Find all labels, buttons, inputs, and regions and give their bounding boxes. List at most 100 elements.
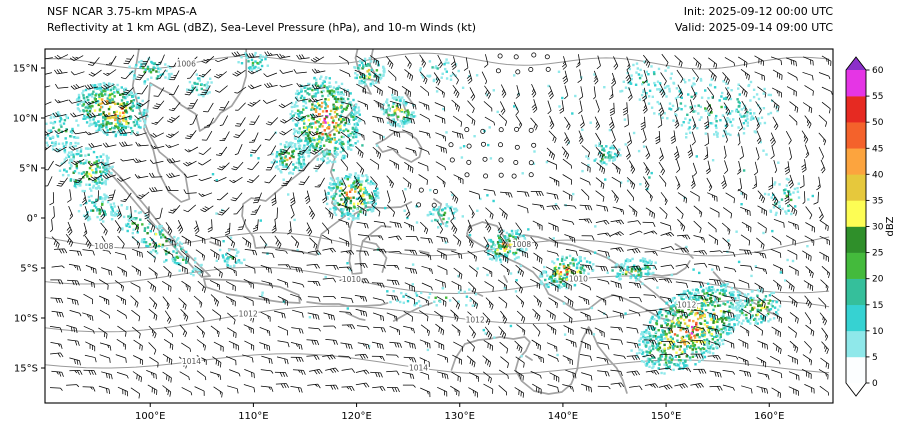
plot-subtitle: Reflectivity at 1 km AGL (dBZ), Sea-Leve… bbox=[47, 21, 477, 34]
wind-barb bbox=[149, 172, 163, 178]
wind-barb bbox=[277, 325, 289, 336]
wind-barb bbox=[564, 116, 571, 130]
wind-barb bbox=[677, 84, 684, 99]
colorbar-ticks: 0 5 10 15 20 25 30 35 40 45 50 55 60 bbox=[866, 66, 884, 389]
isobar-line bbox=[45, 299, 830, 333]
wind-barb bbox=[194, 265, 204, 277]
wind-barb bbox=[596, 356, 609, 365]
wind-barb bbox=[483, 340, 494, 351]
wind-barb bbox=[453, 267, 463, 280]
colorbar-segment bbox=[846, 356, 866, 384]
wind-barb bbox=[310, 56, 325, 63]
wind-barb bbox=[786, 235, 796, 246]
wind-barb bbox=[355, 382, 370, 388]
wind-barb bbox=[548, 281, 559, 292]
wind-barb bbox=[355, 369, 370, 375]
wind-barb bbox=[148, 342, 157, 355]
wind-barb bbox=[771, 87, 782, 98]
x-tick-label: 130°E bbox=[445, 411, 475, 422]
calm-wind-circle bbox=[511, 173, 517, 179]
calm-wind-circle bbox=[449, 157, 455, 163]
wind-barb bbox=[466, 70, 473, 84]
wind-barb bbox=[675, 206, 684, 219]
wind-barb bbox=[579, 114, 585, 129]
wind-barb bbox=[117, 115, 131, 120]
wind-barb bbox=[226, 235, 235, 248]
wind-barb bbox=[209, 280, 220, 290]
wind-barb bbox=[184, 146, 199, 153]
wind-barb bbox=[235, 117, 246, 127]
wind-barb bbox=[353, 131, 365, 141]
wind-barb bbox=[804, 144, 810, 159]
wind-barb bbox=[643, 54, 651, 68]
wind-barb bbox=[754, 282, 764, 294]
wind-barb bbox=[530, 236, 538, 250]
wind-barb bbox=[83, 325, 95, 334]
wind-barb bbox=[65, 233, 74, 247]
wind-barb bbox=[722, 72, 730, 85]
wind-barb bbox=[82, 249, 95, 256]
wind-barb bbox=[821, 266, 831, 279]
wind-barb bbox=[260, 369, 274, 374]
calm-wind-circle bbox=[495, 68, 501, 74]
wind-barb bbox=[229, 369, 241, 377]
wind-barb bbox=[420, 387, 431, 398]
wind-barb bbox=[213, 386, 223, 398]
wind-barb bbox=[183, 173, 198, 178]
wind-barb bbox=[198, 177, 212, 182]
wind-barb bbox=[516, 310, 526, 323]
wind-barb bbox=[500, 356, 509, 368]
wind-barb bbox=[73, 174, 86, 184]
calm-wind-circle bbox=[514, 144, 520, 150]
wind-barb bbox=[210, 325, 220, 337]
wind-barb bbox=[578, 86, 584, 100]
wind-barb bbox=[246, 52, 260, 59]
wind-barb bbox=[232, 69, 246, 77]
wind-barb bbox=[707, 327, 720, 335]
wind-barb bbox=[677, 326, 690, 334]
wind-barb bbox=[101, 267, 113, 276]
wind-barb bbox=[738, 279, 750, 289]
wind-barb bbox=[187, 69, 197, 79]
wind-barb bbox=[723, 129, 728, 143]
calm-wind-circle bbox=[416, 202, 422, 208]
wind-barb bbox=[645, 188, 653, 202]
wind-barb bbox=[753, 161, 759, 176]
pressure-label: 1014 bbox=[182, 357, 201, 366]
wind-barb bbox=[577, 69, 582, 83]
wind-barb bbox=[325, 264, 339, 270]
wind-barb bbox=[514, 387, 524, 398]
wind-barb bbox=[546, 342, 558, 352]
wind-barb bbox=[467, 219, 473, 234]
wind-barb bbox=[435, 144, 447, 154]
wind-barb bbox=[660, 72, 667, 86]
wind-barb bbox=[463, 57, 469, 71]
wind-barb bbox=[385, 354, 399, 358]
coastline-lesser-sunda bbox=[306, 301, 389, 307]
wind-barb bbox=[451, 280, 462, 291]
wind-barb bbox=[69, 55, 84, 62]
wind-barb bbox=[215, 57, 229, 63]
wind-barb bbox=[644, 265, 657, 271]
wind-barb bbox=[230, 192, 243, 202]
wind-barb bbox=[787, 249, 798, 260]
wind-barb bbox=[532, 383, 542, 395]
wind-barb bbox=[721, 175, 727, 189]
wind-barb bbox=[371, 341, 384, 350]
wind-barb bbox=[706, 177, 713, 192]
wind-barb bbox=[353, 175, 360, 190]
wind-barb bbox=[533, 252, 543, 264]
wind-barb bbox=[499, 235, 507, 249]
wind-barb bbox=[465, 235, 474, 248]
wind-barb bbox=[820, 357, 830, 369]
wind-barb bbox=[770, 248, 782, 258]
wind-barb bbox=[755, 147, 760, 161]
wind-barb bbox=[198, 192, 213, 197]
wind-barb bbox=[784, 191, 790, 205]
wind-barb bbox=[389, 100, 402, 109]
wind-barb bbox=[83, 206, 89, 220]
wind-barb bbox=[642, 324, 656, 331]
wind-barb bbox=[709, 385, 723, 391]
wind-barb bbox=[340, 297, 354, 304]
wind-barb bbox=[162, 371, 172, 383]
